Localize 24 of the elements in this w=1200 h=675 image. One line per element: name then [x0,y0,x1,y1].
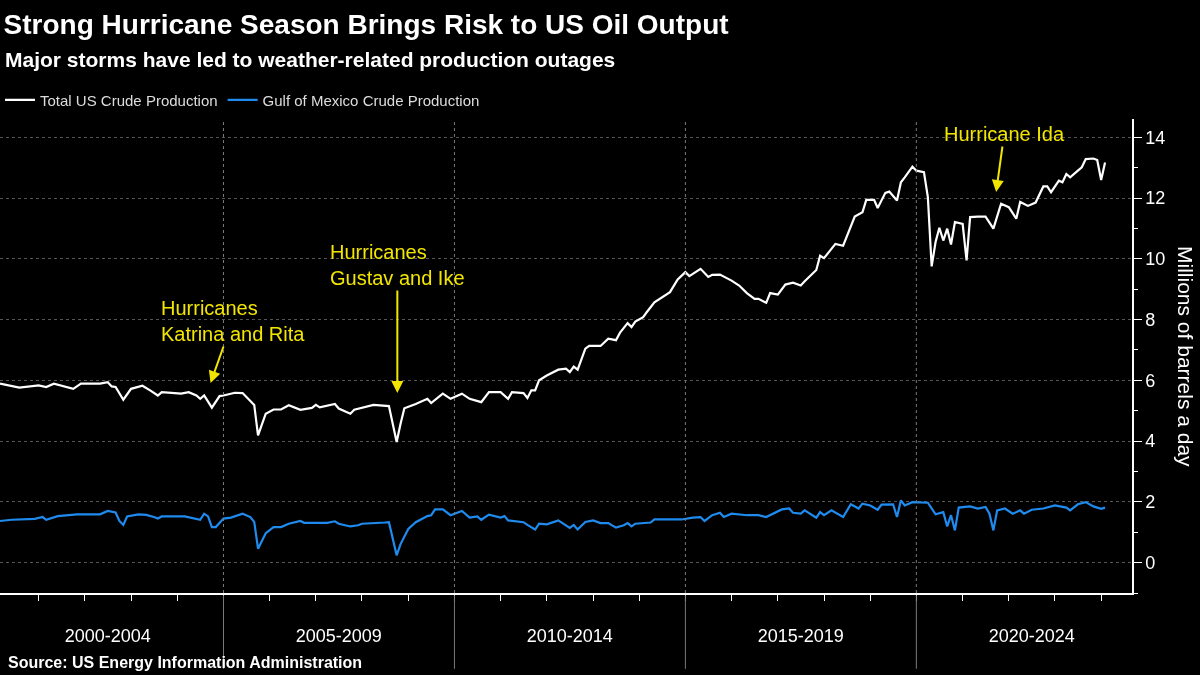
y-tick-label: 4 [1145,431,1156,452]
annotation: Hurricanes Katrina and Rita [161,297,306,345]
y-tick-label: 2 [1145,492,1156,513]
source-note: Source: US Energy Information Administration [8,654,363,671]
annotation: Hurricane Ida [944,123,1065,145]
annotation: Hurricanes Gustav and Ike [330,241,465,289]
y-tick-label: 8 [1145,309,1156,330]
y-tick-label: 0 [1145,552,1156,573]
y-axis-title: Millions of barrels a day [1174,246,1197,468]
legend-label: Total US Crude Production [40,91,218,109]
x-tick-label: 2000-2004 [64,626,151,647]
chart-subtitle: Major storms have led to weather-related production outages [5,48,616,71]
x-tick-label: 2020-2024 [988,626,1075,647]
chart-title: Strong Hurricane Season Brings Risk to US Oil Output [3,8,729,40]
x-tick-label: 2010-2014 [526,626,613,647]
legend-label: Gulf of Mexico Crude Production [262,91,480,109]
y-tick-label: 12 [1145,188,1166,209]
y-tick-label: 6 [1145,370,1156,391]
x-tick-label: 2005-2009 [295,626,382,647]
line-series [0,157,1107,444]
line-series [0,499,1107,557]
x-tick-label: 2015-2019 [757,626,844,647]
y-tick-label: 10 [1145,249,1166,270]
y-tick-label: 14 [1145,127,1166,148]
